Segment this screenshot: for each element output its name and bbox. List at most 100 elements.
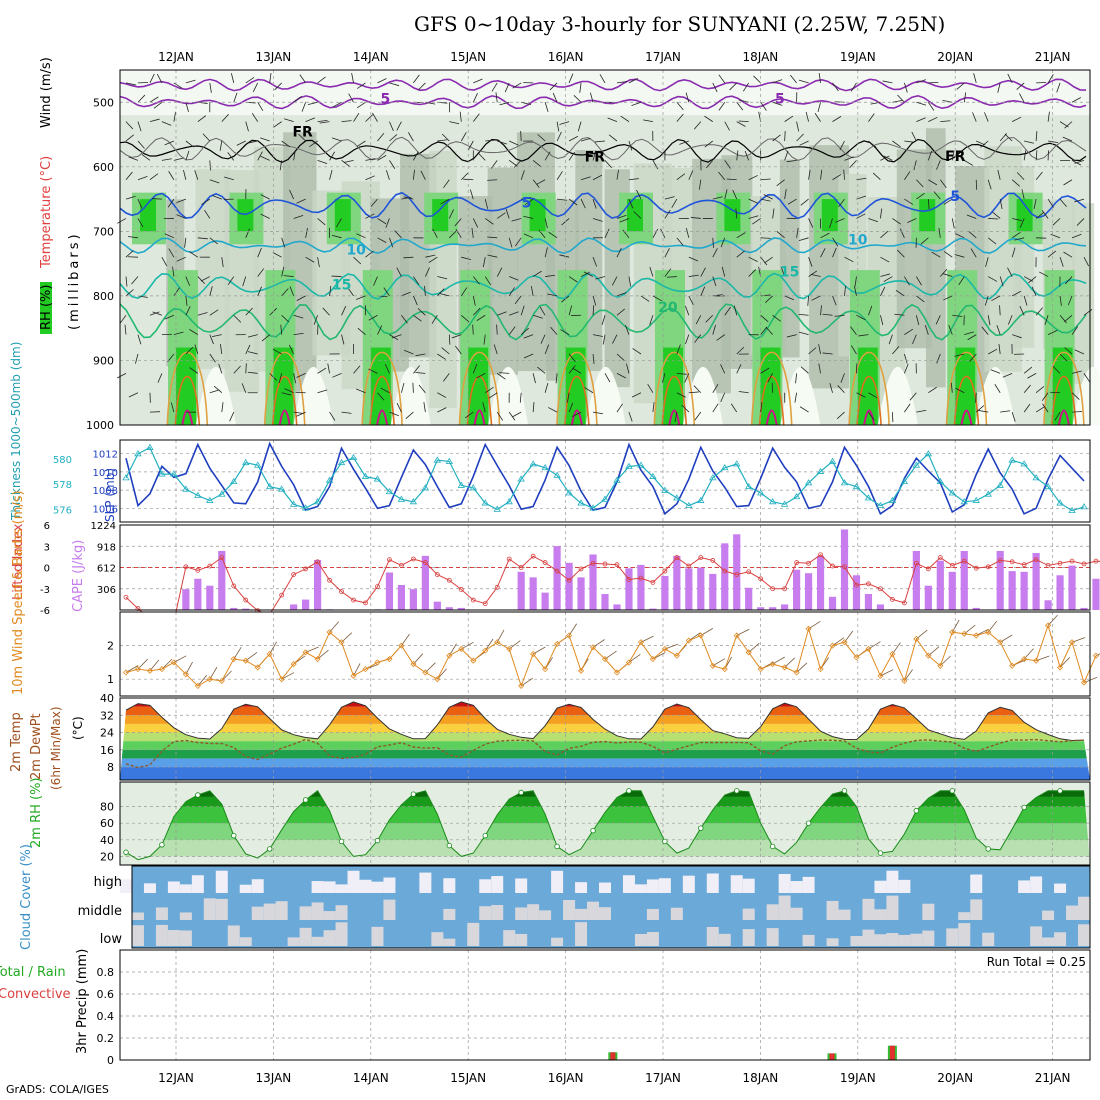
wind-barb	[1041, 392, 1049, 402]
cape-bar	[864, 594, 873, 610]
wind-barb	[472, 218, 479, 228]
cloud-cell	[802, 934, 815, 946]
surface-wind-barb	[353, 663, 361, 677]
wind-barb	[1042, 403, 1049, 413]
wind-barb	[508, 411, 516, 421]
thickness-point	[182, 485, 190, 492]
wind-barb	[412, 382, 414, 393]
cloud-cell	[634, 933, 647, 946]
wind-barb	[520, 130, 522, 142]
wind-barb	[200, 276, 210, 282]
cloud-cell	[1054, 932, 1067, 946]
wind-barb	[572, 367, 582, 374]
lifted-index-point	[973, 565, 979, 571]
temp-color-band	[120, 767, 1090, 780]
wind-barb	[684, 305, 690, 316]
wind-barb	[720, 392, 726, 403]
wind-barb	[975, 405, 985, 413]
surface-wind-barb	[784, 657, 796, 668]
rh-tick: 40	[100, 834, 114, 847]
lifted-index-point	[842, 564, 847, 570]
wind-barb	[880, 256, 890, 263]
wind-barb	[1064, 121, 1073, 129]
wind-barb	[916, 409, 927, 413]
rh-point	[949, 788, 955, 794]
wind-barb	[125, 276, 128, 287]
wind-barb	[763, 194, 773, 200]
wind-barb	[491, 82, 498, 92]
wind-barb	[451, 334, 462, 339]
cape-bar	[721, 543, 729, 610]
wind-speed-point	[901, 677, 908, 684]
wind-barb	[460, 287, 468, 297]
wind-barb	[688, 274, 699, 277]
rh-dry-dome	[1072, 366, 1100, 425]
wind-barb	[377, 155, 387, 161]
wind-barb	[829, 382, 833, 393]
wind-barb	[336, 218, 342, 228]
wind-barb	[969, 353, 977, 362]
wind-barb	[368, 368, 378, 374]
precip-tick: 0.2	[97, 1032, 115, 1045]
temp-tick: 8	[107, 761, 114, 774]
wind-speed-point	[182, 671, 189, 678]
cape-bar	[457, 607, 465, 610]
thickness-point	[541, 463, 549, 471]
wind-speed-point	[925, 652, 932, 659]
wind-barb	[305, 256, 315, 263]
wind-barb	[537, 366, 546, 374]
run-total-label: Run Total = 0.25	[987, 955, 1086, 969]
wind-barb	[666, 276, 677, 278]
temp-tick: 40	[100, 692, 114, 705]
wind-barb	[592, 174, 603, 181]
wind-barb	[916, 79, 926, 84]
cloud-cell	[371, 926, 384, 946]
wind-barb	[966, 214, 977, 219]
wind-barb	[580, 176, 591, 181]
thickness-point	[1068, 506, 1076, 514]
wind-barb	[473, 78, 483, 84]
rh-tick: 20	[100, 850, 114, 863]
wind-barb	[149, 73, 155, 84]
wind-barb	[592, 198, 597, 209]
wind-barb	[688, 170, 694, 180]
wind-speed-point	[266, 650, 273, 658]
wind-speed-point	[122, 669, 130, 676]
lifted-index-point	[530, 553, 536, 559]
wind-barb	[1011, 116, 1022, 122]
wind-barb	[676, 344, 681, 355]
wind-barb	[185, 102, 189, 113]
wind-barb	[981, 326, 989, 335]
wind-frame	[119, 611, 1091, 697]
thickness-point	[900, 477, 909, 485]
rh-shade-bright	[273, 347, 294, 425]
lifted-index-point	[422, 560, 428, 565]
wind-barb	[1035, 171, 1043, 180]
surface-wind-barb	[928, 646, 940, 656]
wind-barb	[943, 295, 953, 301]
wind-barb	[157, 373, 163, 383]
wind-barb	[153, 101, 163, 109]
cloud-cell	[838, 909, 851, 920]
wind-barb	[497, 311, 507, 316]
wind-barb	[854, 276, 857, 287]
wind-barb	[368, 314, 378, 321]
wind-barb	[173, 331, 184, 336]
lifted-index-point	[830, 563, 835, 569]
rh-shade-bright	[955, 347, 976, 425]
wind-barb	[168, 248, 175, 258]
wind-barb	[485, 386, 494, 394]
surface-wind-barb	[149, 659, 160, 672]
precip-convective-bar	[610, 1052, 616, 1060]
wind-barb	[523, 334, 534, 339]
lifted-index-point	[279, 592, 285, 598]
wind-barb	[843, 169, 845, 180]
thickness-point	[577, 499, 585, 506]
cape-bar	[302, 599, 310, 610]
wind-speed-point	[530, 650, 537, 658]
wind-barb	[508, 237, 513, 248]
rh-point	[518, 789, 524, 796]
wind-barb	[394, 230, 402, 239]
cloud-cell	[323, 911, 336, 920]
wind-barb	[365, 213, 375, 219]
